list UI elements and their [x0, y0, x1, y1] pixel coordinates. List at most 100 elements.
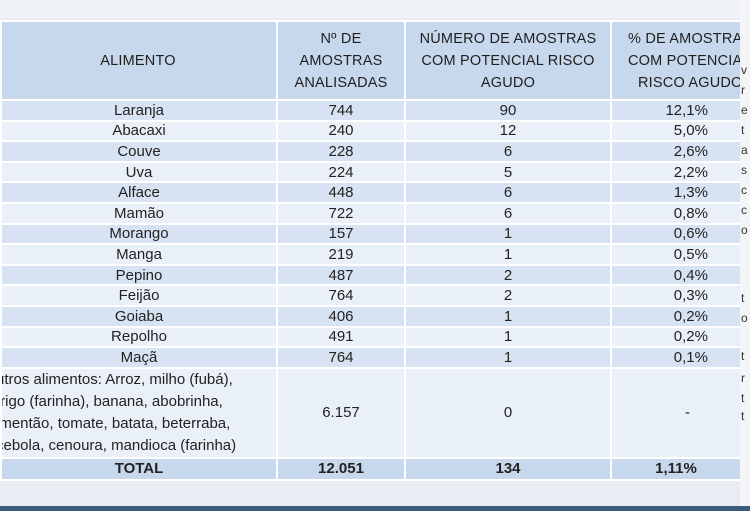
cell-potencial: 6: [404, 181, 612, 204]
cell-potencial: 1: [404, 243, 612, 266]
cell-percentual: 5,0%: [610, 119, 742, 143]
table-row: Laranja 744 90 12,1%: [0, 99, 742, 122]
outros-line: cebola, cenoura, mandioca (farinha): [1, 436, 237, 454]
cell-total-amostras: 12.051: [276, 456, 406, 481]
cell-percentual: 12,1%: [610, 99, 742, 122]
cell-alimento: Maçã: [0, 346, 278, 369]
cell-percentual: 0,5%: [610, 243, 742, 266]
cell-amostras: 448: [276, 181, 406, 204]
cell-percentual: 2,2%: [610, 160, 742, 184]
header-amostras: Nº DE AMOSTRAS ANALISADAS: [276, 20, 406, 101]
cell-amostras: 224: [276, 160, 406, 184]
header-potencial-line: COM POTENCIAL RISCO: [421, 52, 595, 69]
header-amostras-line: AMOSTRAS: [299, 52, 383, 69]
header-percentual-line: RISCO AGUDO: [638, 74, 741, 91]
cell-amostras: 228: [276, 140, 406, 163]
cell-outros-amostras: 6.157: [276, 366, 406, 459]
outros-line: utros alimentos: Arroz, milho (fubá),: [1, 370, 233, 388]
cell-total-percentual: 1,11%: [610, 456, 742, 481]
cell-alimento: Pepino: [0, 263, 278, 287]
cell-potencial: 6: [404, 201, 612, 225]
cell-potencial: 12: [404, 119, 612, 143]
cell-alimento: Goiaba: [0, 304, 278, 328]
cell-amostras: 722: [276, 201, 406, 225]
edge-glyph: a: [741, 143, 748, 157]
header-percentual-line: COM POTENCIA: [628, 52, 741, 69]
cell-amostras: 764: [276, 284, 406, 307]
outros-line: imentão, tomate, batata, beterraba,: [1, 414, 231, 432]
cell-alimento: Uva: [0, 160, 278, 184]
table-row-outros: utros alimentos: Arroz, milho (fubá), tr…: [0, 366, 742, 459]
cell-percentual: 1,3%: [610, 181, 742, 204]
edge-glyph: t: [741, 409, 745, 423]
pesticide-risk-table: ALIMENTO Nº DE AMOSTRAS ANALISADAS NÚMER…: [0, 20, 742, 481]
cell-outros-alimento: utros alimentos: Arroz, milho (fubá), tr…: [0, 366, 278, 459]
cell-amostras: 764: [276, 346, 406, 369]
cell-potencial: 1: [404, 325, 612, 349]
edge-glyph: v: [741, 63, 747, 77]
cell-potencial: 2: [404, 284, 612, 307]
cell-potencial: 1: [404, 346, 612, 369]
edge-glyph: t: [741, 349, 745, 363]
table-row: Mamão 722 6 0,8%: [0, 201, 742, 225]
header-percentual-line: % DE AMOSTRAS: [628, 30, 741, 47]
header-row: ALIMENTO Nº DE AMOSTRAS ANALISADAS NÚMER…: [0, 20, 742, 101]
header-alimento: ALIMENTO: [0, 20, 278, 101]
edge-glyph: s: [741, 163, 747, 177]
cell-percentual: 0,2%: [610, 304, 742, 328]
table-row: Goiaba 406 1 0,2%: [0, 304, 742, 328]
cell-percentual: 0,8%: [610, 201, 742, 225]
edge-glyph: o: [741, 311, 748, 325]
cell-potencial: 1: [404, 222, 612, 246]
cell-amostras: 240: [276, 119, 406, 143]
cell-potencial: 6: [404, 140, 612, 163]
cell-amostras: 406: [276, 304, 406, 328]
cell-alimento: Repolho: [0, 325, 278, 349]
edge-glyph: c: [741, 183, 747, 197]
cell-amostras: 157: [276, 222, 406, 246]
edge-glyph: t: [741, 123, 745, 137]
table-body: Laranja 744 90 12,1% Abacaxi 240 12 5,0% Couve 22…: [0, 99, 742, 481]
cell-alimento: Manga: [0, 243, 278, 266]
edge-glyph: e: [741, 103, 748, 117]
edge-glyph: t: [741, 391, 745, 405]
cell-alimento: Abacaxi: [0, 119, 278, 143]
table-row: Feijão 764 2 0,3%: [0, 284, 742, 307]
table-row: Repolho 491 1 0,2%: [0, 325, 742, 349]
cell-alimento: Morango: [0, 222, 278, 246]
table-row: Alface 448 6 1,3%: [0, 181, 742, 204]
cell-percentual: 0,1%: [610, 346, 742, 369]
table-row-total: TOTAL 12.051 134 1,11%: [0, 456, 742, 481]
top-strip: [0, 0, 750, 18]
bottom-strip: [0, 506, 750, 511]
header-potencial-line: AGUDO: [480, 74, 536, 91]
cell-potencial: 90: [404, 99, 612, 122]
cell-alimento: Laranja: [0, 99, 278, 122]
table-row: Abacaxi 240 12 5,0%: [0, 119, 742, 143]
edge-glyph: o: [741, 223, 748, 237]
table-row: Couve 228 6 2,6%: [0, 140, 742, 163]
cell-amostras: 744: [276, 99, 406, 122]
cell-outros-percentual: -: [610, 366, 742, 459]
cell-outros-potencial: 0: [404, 366, 612, 459]
cell-percentual: 2,6%: [610, 140, 742, 163]
cell-alimento: Feijão: [0, 284, 278, 307]
cell-percentual: 0,6%: [610, 222, 742, 246]
cell-alimento: Alface: [0, 181, 278, 204]
outros-line: trigo (farinha), banana, abobrinha,: [1, 392, 223, 410]
cell-potencial: 1: [404, 304, 612, 328]
cell-percentual: 0,3%: [610, 284, 742, 307]
cell-total-label: TOTAL: [0, 456, 278, 481]
header-potencial: NÚMERO DE AMOSTRAS COM POTENCIAL RISCO A…: [404, 20, 612, 101]
cell-alimento: Couve: [0, 140, 278, 163]
cell-amostras: 491: [276, 325, 406, 349]
edge-glyph: t: [741, 291, 745, 305]
edge-glyph: r: [741, 83, 745, 97]
table-row: Uva 224 5 2,2%: [0, 160, 742, 184]
table-row: Manga 219 1 0,5%: [0, 243, 742, 266]
table-row: Maçã 764 1 0,1%: [0, 346, 742, 369]
header-percentual: % DE AMOSTRAS COM POTENCIA RISCO AGUDO: [610, 20, 742, 101]
cell-percentual: 0,2%: [610, 325, 742, 349]
cell-total-potencial: 134: [404, 456, 612, 481]
